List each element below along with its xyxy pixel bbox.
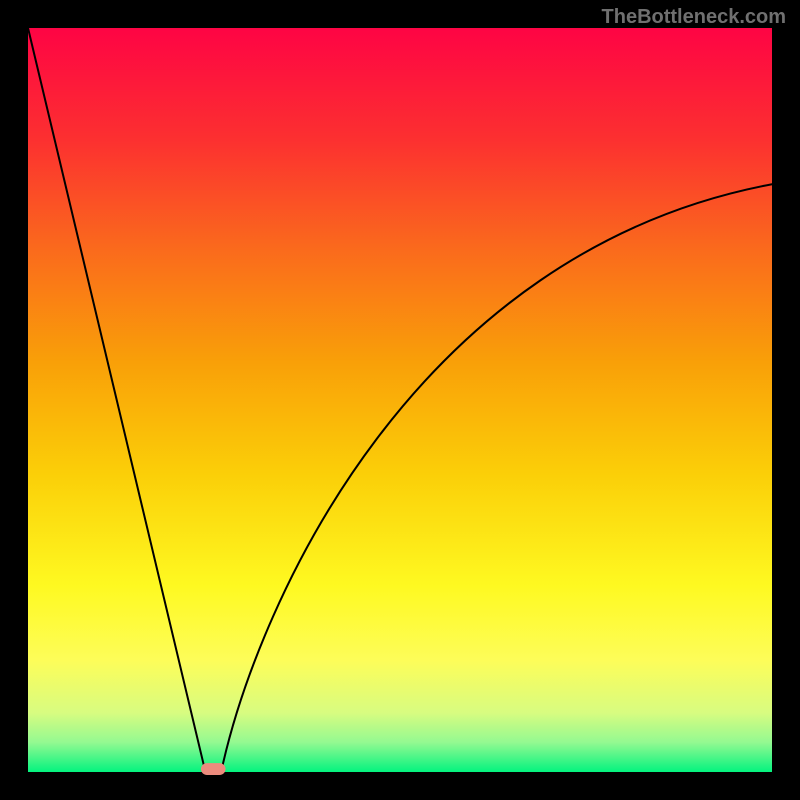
chart-gradient-background [28, 28, 772, 772]
curve-minimum-marker [201, 763, 226, 775]
watermark-text: TheBottleneck.com [602, 6, 786, 29]
chart-container: TheBottleneck.com [0, 0, 800, 800]
bottleneck-chart [0, 0, 800, 800]
